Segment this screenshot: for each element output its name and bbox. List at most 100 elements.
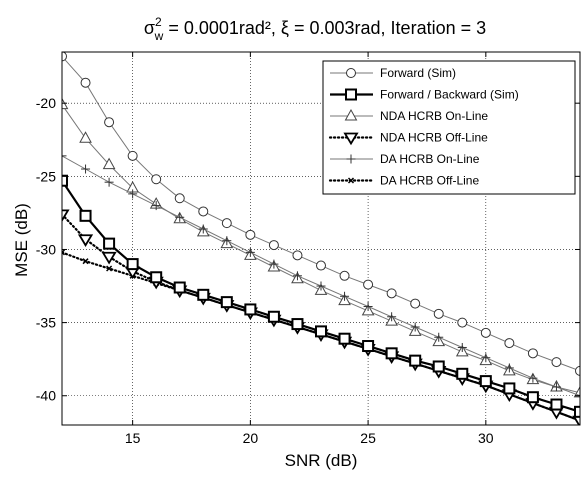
data-point-forward-sim xyxy=(410,298,421,309)
legend-marker-sample xyxy=(347,177,355,184)
legend-item-forward-sim: Forward (Sim) xyxy=(330,66,456,80)
data-point-forward-backward-sim xyxy=(103,237,116,250)
circle-marker-shape xyxy=(316,260,326,271)
data-point-da-hcrb-on-line xyxy=(363,302,373,312)
legend-label: DA HCRB Off-Line xyxy=(380,174,479,188)
plot-frame xyxy=(61,51,581,426)
legend-marker-sample xyxy=(345,88,357,101)
data-point-forward-backward-sim xyxy=(456,367,469,380)
data-point-da-hcrb-on-line xyxy=(81,164,91,174)
square-marker-shape xyxy=(362,340,375,353)
circle-marker-shape xyxy=(221,218,232,229)
legend-label: DA HCRB On-Line xyxy=(380,152,480,166)
data-point-da-hcrb-on-line xyxy=(316,281,326,291)
data-point-forward-backward-sim xyxy=(244,303,257,316)
data-point-forward-sim xyxy=(127,150,138,161)
data-point-forward-backward-sim xyxy=(62,174,68,187)
triangle-down-marker-shape xyxy=(101,251,117,265)
circle-marker-shape xyxy=(268,240,279,251)
data-point-forward-sim xyxy=(316,260,326,271)
legend-label: Forward / Backward (Sim) xyxy=(380,88,519,102)
legend-label: NDA HCRB On-Line xyxy=(380,109,488,123)
square-marker-shape xyxy=(244,303,257,316)
square-marker-shape xyxy=(345,88,357,101)
square-marker-shape xyxy=(338,332,351,345)
y-tick-label: -35 xyxy=(36,315,56,331)
legend-item-da-hcrb-off-line: DA HCRB Off-Line xyxy=(328,174,479,188)
triangle-down-marker-shape xyxy=(62,209,70,223)
series-da-hcrb-on-line xyxy=(62,151,580,401)
data-point-da-hcrb-on-line xyxy=(528,373,538,383)
square-marker-shape xyxy=(409,354,422,367)
circle-marker-shape xyxy=(457,317,468,328)
data-point-forward-sim xyxy=(268,240,279,251)
legend-label: NDA HCRB Off-Line xyxy=(380,131,488,145)
square-marker-shape xyxy=(62,174,68,187)
square-marker-shape xyxy=(150,271,163,284)
square-marker-shape xyxy=(526,391,539,404)
data-point-da-hcrb-on-line xyxy=(410,322,420,332)
data-point-forward-backward-sim xyxy=(79,209,92,222)
circle-marker-shape xyxy=(62,52,67,62)
legend-marker-sample xyxy=(346,154,356,164)
circle-marker-shape xyxy=(127,150,138,161)
data-point-da-hcrb-on-line xyxy=(62,151,67,161)
circle-marker-shape xyxy=(104,117,115,128)
data-point-forward-backward-sim xyxy=(338,332,351,345)
circle-marker-shape xyxy=(386,288,397,299)
plot-area xyxy=(62,52,580,425)
legend-marker-sample xyxy=(343,132,359,146)
circle-marker-shape xyxy=(198,206,209,217)
data-point-da-hcrb-on-line xyxy=(551,382,561,392)
square-marker-shape xyxy=(267,310,280,323)
data-point-forward-backward-sim xyxy=(526,391,539,404)
data-point-da-hcrb-on-line xyxy=(198,224,208,234)
data-point-nda-hcrb-on-line xyxy=(102,157,116,170)
data-point-da-hcrb-on-line xyxy=(269,259,279,269)
x-marker-b xyxy=(347,177,355,184)
legend-item-nda-hcrb-on-line: NDA HCRB On-Line xyxy=(330,108,488,123)
data-point-da-hcrb-off-line xyxy=(82,258,89,265)
x-tick-label: 15 xyxy=(125,430,141,446)
circle-marker-shape xyxy=(551,357,562,368)
data-point-da-hcrb-on-line xyxy=(481,353,491,363)
data-point-forward-sim xyxy=(480,327,491,338)
triangle-down-marker-shape xyxy=(77,234,94,247)
circle-marker-shape xyxy=(433,308,444,319)
data-point-forward-sim xyxy=(363,279,374,290)
circle-marker-shape xyxy=(363,279,374,290)
data-point-forward-sim xyxy=(80,77,91,88)
data-point-forward-sim xyxy=(198,206,209,217)
data-point-forward-backward-sim xyxy=(503,382,516,395)
data-point-forward-sim xyxy=(221,218,232,229)
data-point-forward-sim xyxy=(245,229,256,240)
x-tick-label: 25 xyxy=(360,430,376,446)
circle-marker-shape xyxy=(245,229,256,240)
triangle-down-marker-shape xyxy=(572,415,580,425)
data-point-forward-backward-sim xyxy=(432,360,445,373)
data-point-da-hcrb-on-line xyxy=(151,201,161,211)
square-marker-shape xyxy=(385,347,398,360)
circle-marker-shape xyxy=(151,174,162,185)
circle-marker-shape xyxy=(339,270,350,281)
axis-ticks: 15 20 25 30 -20 -25 -30 -35 -40 xyxy=(36,52,580,446)
data-point-da-hcrb-on-line xyxy=(128,189,138,199)
x-marker-a xyxy=(62,251,66,256)
data-point-da-hcrb-on-line xyxy=(340,291,350,301)
data-point-forward-backward-sim xyxy=(362,340,375,353)
data-point-da-hcrb-on-line xyxy=(504,363,514,373)
square-marker-shape xyxy=(550,398,563,411)
square-marker-shape xyxy=(103,237,116,250)
legend-item-da-hcrb-on-line: DA HCRB On-Line xyxy=(330,152,480,166)
data-point-forward-sim xyxy=(104,117,115,128)
legend-box xyxy=(322,60,576,195)
triangle-down-marker-shape xyxy=(343,132,359,146)
data-point-forward-backward-sim xyxy=(409,354,422,367)
data-point-da-hcrb-on-line xyxy=(175,212,185,222)
data-point-forward-backward-sim xyxy=(150,271,163,284)
data-point-forward-sim xyxy=(386,288,397,299)
data-point-da-hcrb-on-line xyxy=(245,247,255,257)
data-point-da-hcrb-on-line xyxy=(292,271,302,281)
legend-item-nda-hcrb-off-line: NDA HCRB Off-Line xyxy=(328,131,488,146)
